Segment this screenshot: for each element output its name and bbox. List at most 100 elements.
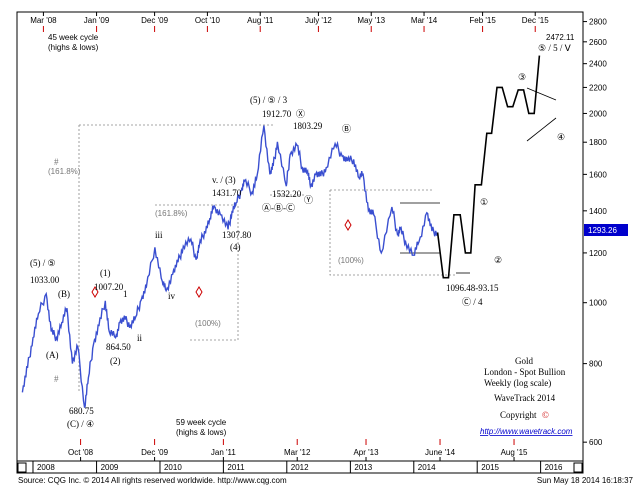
wave-label: (A) — [46, 350, 59, 360]
bottom-date-label: Mar '12 — [284, 448, 311, 457]
bottom-date-label: Aug '15 — [501, 448, 528, 457]
top-date-label: July '12 — [305, 16, 332, 25]
y-tick-label: 1600 — [589, 170, 607, 179]
wave-label: (5) / ⑤ — [30, 258, 56, 268]
wave-label: Ⓨ — [304, 195, 313, 205]
bottom-date-label: Apr '13 — [353, 448, 379, 457]
wave-label: # — [54, 157, 59, 167]
wave-label: ⑤ / 5 / Ⅴ — [538, 43, 572, 53]
chart-subtitle: London - Spot Bullion — [484, 367, 566, 377]
y-tick-label: 2400 — [589, 60, 607, 69]
wave-label: ③ — [518, 72, 526, 82]
top-date-label: Jan '09 — [84, 16, 110, 25]
price-label: 1007.20 — [94, 282, 124, 292]
y-tick-label: 2200 — [589, 83, 607, 92]
year-axis: 2008 2009 2010 2011 2012 2013 2014 2015 2016 — [32, 461, 563, 473]
price-label: 1803.29 — [293, 121, 323, 131]
cycle-top-label: 45 week cycle — [48, 33, 99, 42]
red-markers — [91, 219, 352, 298]
y-tick-label: 2600 — [589, 38, 607, 47]
wave-label: Ⓐ-Ⓑ-Ⓒ — [262, 203, 295, 213]
cycle-bottom-label: 59 week cycle — [176, 418, 227, 427]
top-date-label: Dec '09 — [141, 16, 168, 25]
wave-label: (100%) — [195, 319, 221, 328]
chart-url: http://www.wavetrack.com — [480, 427, 573, 436]
wave-label: (4) — [230, 242, 241, 252]
wave-labels: (5) / ⑤ (B) (A) (1) (2) (C) / ④ 1 ii iii… — [30, 43, 572, 429]
chart-info: Gold London - Spot Bullion Weekly (log s… — [480, 356, 573, 436]
wave-label: # — [54, 374, 59, 384]
zoom-handle[interactable] — [17, 462, 27, 473]
top-date-label: Mar '14 — [411, 16, 438, 25]
footer-source: Source: CQG Inc. © 2014 All rights reser… — [18, 476, 287, 485]
year-label: 2014 — [418, 463, 436, 472]
year-label: 2010 — [164, 463, 182, 472]
price-label: 1096.48-93.15 — [446, 283, 499, 293]
current-price-box — [584, 224, 628, 236]
wave-label: ii — [137, 333, 143, 343]
year-label: 2008 — [37, 463, 55, 472]
zoom-handle-right[interactable] — [573, 462, 583, 473]
y-tick-label: 2800 — [589, 18, 607, 27]
year-label: 2013 — [354, 463, 372, 472]
y-tick-label: 1800 — [589, 138, 607, 147]
price-label: 1532.20 — [272, 189, 302, 199]
price-label: 864.50 — [106, 342, 131, 352]
bottom-date-label: Jan '11 — [211, 448, 237, 457]
fib-guides-solid — [400, 202, 470, 274]
projection-path — [436, 55, 541, 279]
cycle-top-sublabel: (highs & lows) — [48, 43, 99, 52]
wave-label: (5) / ⑤ / 3 — [250, 95, 288, 105]
chart-title: Gold — [515, 356, 534, 366]
top-date-label: Aug '11 — [247, 16, 274, 25]
wave-label: ① — [480, 197, 488, 207]
top-date-label: Dec '15 — [522, 16, 549, 25]
chart-brand: WaveTrack 2014 — [494, 393, 556, 403]
price-label: 1912.70 — [262, 109, 292, 119]
wave-label: 1 — [123, 289, 128, 299]
y-tick-label: 800 — [589, 360, 603, 369]
top-date-label: May '13 — [357, 16, 385, 25]
year-label: 2015 — [481, 463, 499, 472]
wave-label: v. / (3) — [212, 175, 236, 185]
price-label: 1033.00 — [30, 275, 60, 285]
wave-label: (161.8%) — [155, 209, 188, 218]
wave-label: (100%) — [338, 256, 364, 265]
year-label: 2011 — [227, 463, 245, 472]
year-label: 2009 — [101, 463, 119, 472]
chart-copyright: Copyright — [500, 410, 537, 420]
wave-label: Ⓧ — [296, 109, 305, 119]
wave-label: (C) / ④ — [67, 419, 94, 429]
price-label: 1307.80 — [222, 230, 252, 240]
y-tick-label: 1400 — [589, 207, 607, 216]
wave-label: iv — [168, 291, 176, 301]
y-tick-label: 600 — [589, 438, 603, 447]
year-label: 2016 — [545, 463, 563, 472]
wave-label: (161.8%) — [48, 167, 81, 176]
wave-label: (B) — [58, 289, 70, 299]
fib-guides — [78, 124, 455, 392]
year-label: 2012 — [291, 463, 309, 472]
price-labels: 1033.00 1007.20 864.50 680.75 1431.70 13… — [30, 33, 575, 416]
bottom-date-axis: Oct '08 Dec '09 Jan '11 Mar '12 Apr '13 June … — [68, 439, 528, 461]
price-label: 1431.70 — [212, 188, 242, 198]
wave-label: Ⓒ / 4 — [462, 297, 483, 307]
bottom-date-label: June '14 — [425, 448, 456, 457]
price-label: 2472.11 — [546, 33, 575, 42]
current-price-label: 1293.26 — [588, 226, 617, 235]
wave-label: ④ — [557, 132, 565, 142]
chart-copyright-symbol: © — [542, 410, 549, 420]
bottom-date-label: Oct '08 — [68, 448, 94, 457]
y-axis-ticks: 600 800 1000 1200 1400 1600 1800 2000 2200 2400 26… — [583, 18, 607, 447]
bottom-date-label: Dec '09 — [141, 448, 168, 457]
footer-timestamp: Sun May 18 2014 16:18:37 — [537, 476, 634, 485]
wave-label: Ⓑ — [342, 124, 351, 134]
wave-label: (2) — [110, 356, 121, 366]
wave-label: iii — [155, 230, 163, 240]
y-tick-label: 2000 — [589, 109, 607, 118]
top-date-label: Oct '10 — [195, 16, 221, 25]
y-tick-label: 1000 — [589, 299, 607, 308]
triangle-pattern — [526, 87, 557, 142]
top-date-label: Feb '15 — [469, 16, 496, 25]
